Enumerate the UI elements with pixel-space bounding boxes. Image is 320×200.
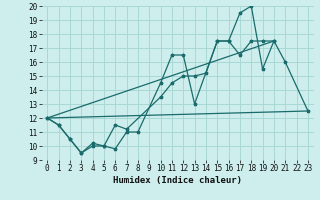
X-axis label: Humidex (Indice chaleur): Humidex (Indice chaleur)	[113, 176, 242, 185]
